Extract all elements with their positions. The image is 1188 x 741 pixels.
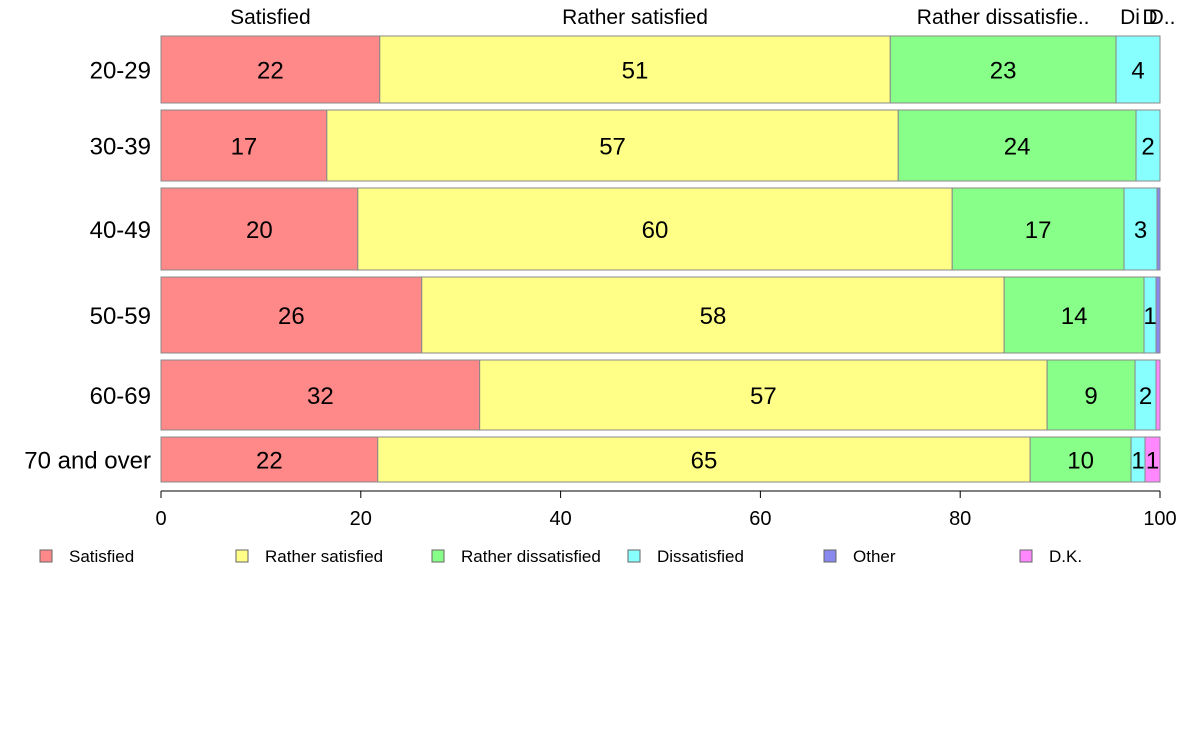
data-label-70-and-over-rather-dissatisfied: 10 [1067,448,1094,475]
data-label-60-69-satisfied: 32 [307,383,334,410]
top-labels-layer: Satisfied Rather satisfied Rather dissatis… [230,6,1175,29]
x-tick-label-40: 40 [549,508,571,530]
legend-label-rather-satisfied: Rather satisfied [265,547,383,566]
data-label-20-29-satisfied: 22 [257,58,284,85]
data-label-40-49-rather-dissatisfied: 17 [1025,217,1052,244]
bar-40-49-other [1156,187,1161,271]
data-label-70-and-over-satisfied: 22 [256,448,283,475]
legend: Satisfied Rather satisfied Rather dissatis… [39,547,1082,566]
bar-30-39-rather-dissatisfied [897,109,1137,182]
bar-60-69-satisfied [160,359,481,431]
bar-30-39-dissatisfied [1135,109,1161,182]
category-label-30-39: 30-39 [90,134,151,161]
legend-label-satisfied: Satisfied [69,547,134,566]
data-label-30-39-rather-dissatisfied: 24 [1004,134,1031,161]
bar-70-and-over-rather-satisfied [377,436,1031,483]
category-label-50-59: 50-59 [90,303,151,330]
bar-20-29-satisfied [160,35,381,104]
bar-40-49-dissatisfied [1123,187,1158,271]
bar-40-49-rather-dissatisfied [951,187,1125,271]
top-label-satisfied: Satisfied [230,6,311,29]
legend-label-other: Other [853,547,896,566]
x-tick-label-0: 0 [155,508,166,530]
legend-swatch-other [823,549,837,563]
data-label-50-59-rather-dissatisfied: 14 [1061,303,1088,330]
data-label-70-and-over-rather-satisfied: 65 [691,448,718,475]
category-label-40-49: 40-49 [90,217,151,244]
legend-swatch-rather-dissatisfied [431,549,445,563]
bar-50-59-rather-satisfied [421,276,1005,354]
data-label-30-39-satisfied: 17 [231,134,258,161]
top-label-other: D [1142,6,1157,29]
x-tick-label-80: 80 [949,508,971,530]
legend-swatch-d-k [1019,549,1033,563]
bar-70-and-over-rather-dissatisfied [1029,436,1132,483]
top-label-d-k: D.. [1149,6,1176,29]
top-label-rather-satisfied: Rather satisfied [562,6,708,29]
bar-60-69-rather-dissatisfied [1046,359,1136,431]
bar-50-59-rather-dissatisfied [1003,276,1145,354]
category-labels-layer: 20-29 30-39 40-49 50-59 60-69 70 and over [24,58,151,475]
bar-50-59-other [1155,276,1161,354]
data-label-60-69-dissatisfied: 2 [1139,383,1152,410]
x-tick-label-20: 20 [350,508,372,530]
data-label-40-49-satisfied: 20 [246,217,273,244]
legend-swatch-satisfied [39,549,53,563]
legend-swatch-dissatisfied [627,549,641,563]
bar-50-59-satisfied [160,276,423,354]
top-label-dissatisfied: Di [1120,6,1140,29]
bar-20-29-dissatisfied [1115,35,1161,104]
legend-label-d-k: D.K. [1049,547,1082,566]
bar-20-29-rather-dissatisfied [889,35,1117,104]
x-tick-label-60: 60 [749,508,771,530]
bar-40-49-satisfied [160,187,359,271]
data-label-60-69-rather-satisfied: 57 [750,383,777,410]
bars-layer [160,35,1161,483]
legend-label-rather-dissatisfied: Rather dissatisfied [461,547,601,566]
data-label-70-and-over-dissatisfied: 1 [1131,448,1144,475]
data-label-70-and-over-d-k: 1 [1146,448,1159,475]
data-labels-layer: 22 51 23 417 57 24 220 60 17 326 58 14 132 57 9 222 65 10… [231,58,1160,475]
bar-30-39-satisfied [160,109,328,182]
bar-60-69-d-k [1155,359,1161,431]
x-tick-label-100: 100 [1143,508,1176,530]
data-label-50-59-dissatisfied: 1 [1143,303,1156,330]
category-label-60-69: 60-69 [90,383,151,410]
bar-30-39-rather-satisfied [326,109,899,182]
data-label-20-29-rather-satisfied: 51 [622,58,649,85]
legend-label-dissatisfied: Dissatisfied [657,547,744,566]
data-label-30-39-rather-satisfied: 57 [599,134,626,161]
bar-40-49-rather-satisfied [357,187,953,271]
bar-70-and-over-d-k [1144,436,1161,483]
data-label-40-49-rather-satisfied: 60 [642,217,669,244]
data-label-20-29-dissatisfied: 4 [1131,58,1144,85]
data-label-20-29-rather-dissatisfied: 23 [990,58,1017,85]
category-label-20-29: 20-29 [90,58,151,85]
data-label-50-59-satisfied: 26 [278,303,305,330]
bar-20-29-rather-satisfied [379,35,891,104]
top-label-rather-dissatisfied: Rather dissatisfie.. [917,6,1090,29]
bar-60-69-rather-satisfied [479,359,1048,431]
data-label-40-49-dissatisfied: 3 [1134,217,1147,244]
data-label-30-39-dissatisfied: 2 [1141,134,1154,161]
bar-70-and-over-satisfied [160,436,379,483]
data-label-60-69-rather-dissatisfied: 9 [1084,383,1097,410]
data-label-50-59-rather-satisfied: 58 [700,303,727,330]
x-axis: 0 20 40 60 80 100 [155,490,1177,530]
legend-swatch-rather-satisfied [235,549,249,563]
category-label-70-and-over: 70 and over [24,448,151,475]
